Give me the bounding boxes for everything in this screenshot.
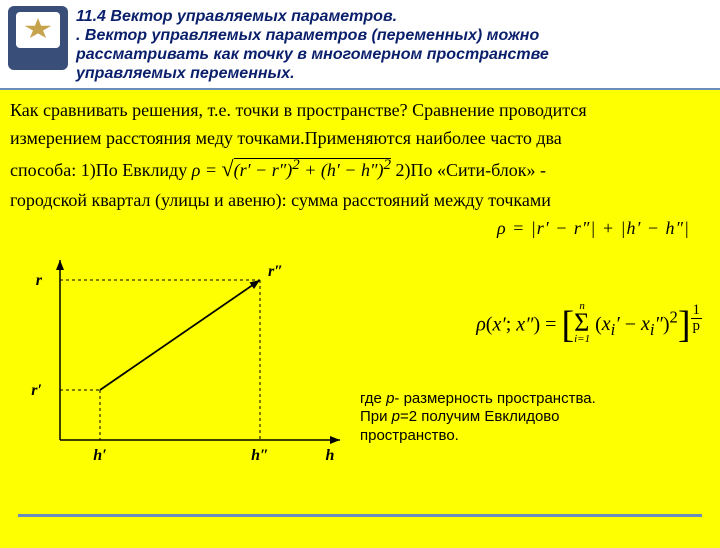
paragraph-line-1: Как сравнивать решения, т.е. точки в про… <box>10 98 710 122</box>
footer-accent <box>0 508 720 540</box>
slide-title: 11.4 Вектор управляемых параметров. . Ве… <box>76 6 708 84</box>
title-line-2: . Вектор управляемых параметров (перемен… <box>76 27 708 46</box>
content-area: Как сравнивать решения, т.е. точки в про… <box>0 90 720 548</box>
header: 11.4 Вектор управляемых параметров. . Ве… <box>0 0 720 90</box>
exponent-bottom: p <box>691 319 703 334</box>
title-line-3: рассматривать как точку в многомерном пр… <box>76 46 708 65</box>
method-1-prefix: способа: 1)По Евклиду <box>10 160 192 180</box>
cityblock-formula: ρ = |r′ − r″| + |h′ − h″| <box>10 216 710 240</box>
svg-text:r″: r″ <box>268 263 283 280</box>
sum-lower-limit: i=1 <box>574 332 590 347</box>
paragraph-line-2: измерением расстояния меду точками.Приме… <box>10 126 710 150</box>
method-1-line: способа: 1)По Евклиду ρ = √(r′ − r″)2 + … <box>10 154 710 184</box>
method-2-suffix: 2)По «Сити-блок» - <box>395 160 546 180</box>
distance-diagram: r r′ r″ h′ h″ h <box>20 250 350 466</box>
svg-text:h: h <box>326 447 335 460</box>
university-crest-icon <box>8 6 68 70</box>
diagram-svg: r r′ r″ h′ h″ h <box>20 250 350 460</box>
title-line-1: 11.4 Вектор управляемых параметров. <box>76 8 708 27</box>
note-line-2: При p=2 получим Евклидово <box>360 408 700 427</box>
svg-text:h′: h′ <box>93 447 106 460</box>
dimension-note: где p- размерность пространства. При p=2… <box>360 390 700 446</box>
svg-text:r: r <box>36 272 43 289</box>
svg-text:h″: h″ <box>251 447 269 460</box>
note-line-1: где p- размерность пространства. <box>360 390 700 409</box>
paragraph-line-3: городской квартал (улицы и авеню): сумма… <box>10 188 710 212</box>
svg-text:r′: r′ <box>31 382 42 399</box>
general-metric-formula: ρ(x′; x″) = [ n Σ i=1 (xi′ − xi″)2]1p <box>476 300 702 351</box>
title-line-4: управляемых переменных. <box>76 65 708 84</box>
exponent-top: 1 <box>691 303 703 319</box>
euclid-formula: ρ = √(r′ − r″)2 + (h′ − h″)2 <box>192 160 391 180</box>
note-line-3: пространство. <box>360 427 700 446</box>
